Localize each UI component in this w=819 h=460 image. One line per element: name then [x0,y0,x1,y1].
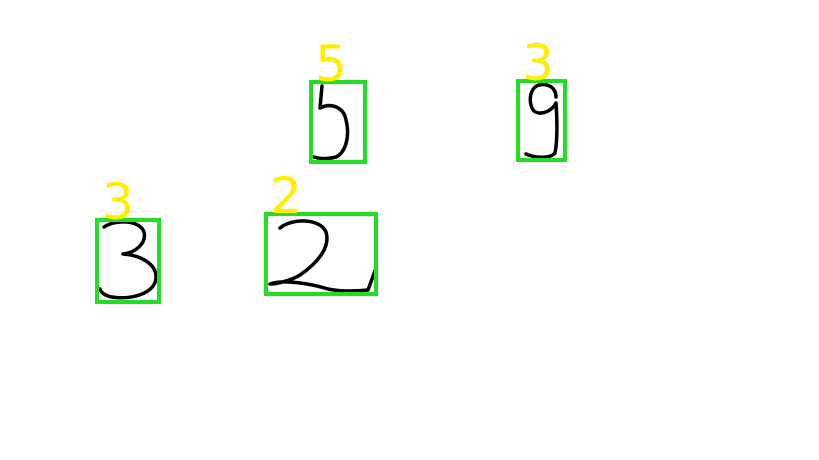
detection-3: 3 [95,173,161,304]
handwritten-digit-5 [312,84,350,161]
bounding-box-2 [516,79,567,162]
bounding-box-3 [95,218,161,304]
detection-label-3: 3 [102,173,134,231]
detection-2: 3 [516,34,567,162]
bounding-box-4 [264,212,378,296]
detection-label-1: 5 [315,35,347,93]
detection-label-2: 3 [522,34,554,92]
detection-label-4: 2 [270,167,302,225]
handwritten-digit-2 [268,219,378,293]
bounding-box-1 [309,80,367,164]
detection-4: 2 [264,167,378,296]
handwritten-digit-3 [98,220,158,300]
detection-1: 5 [309,35,367,164]
handwritten-digit-9 [524,82,559,159]
